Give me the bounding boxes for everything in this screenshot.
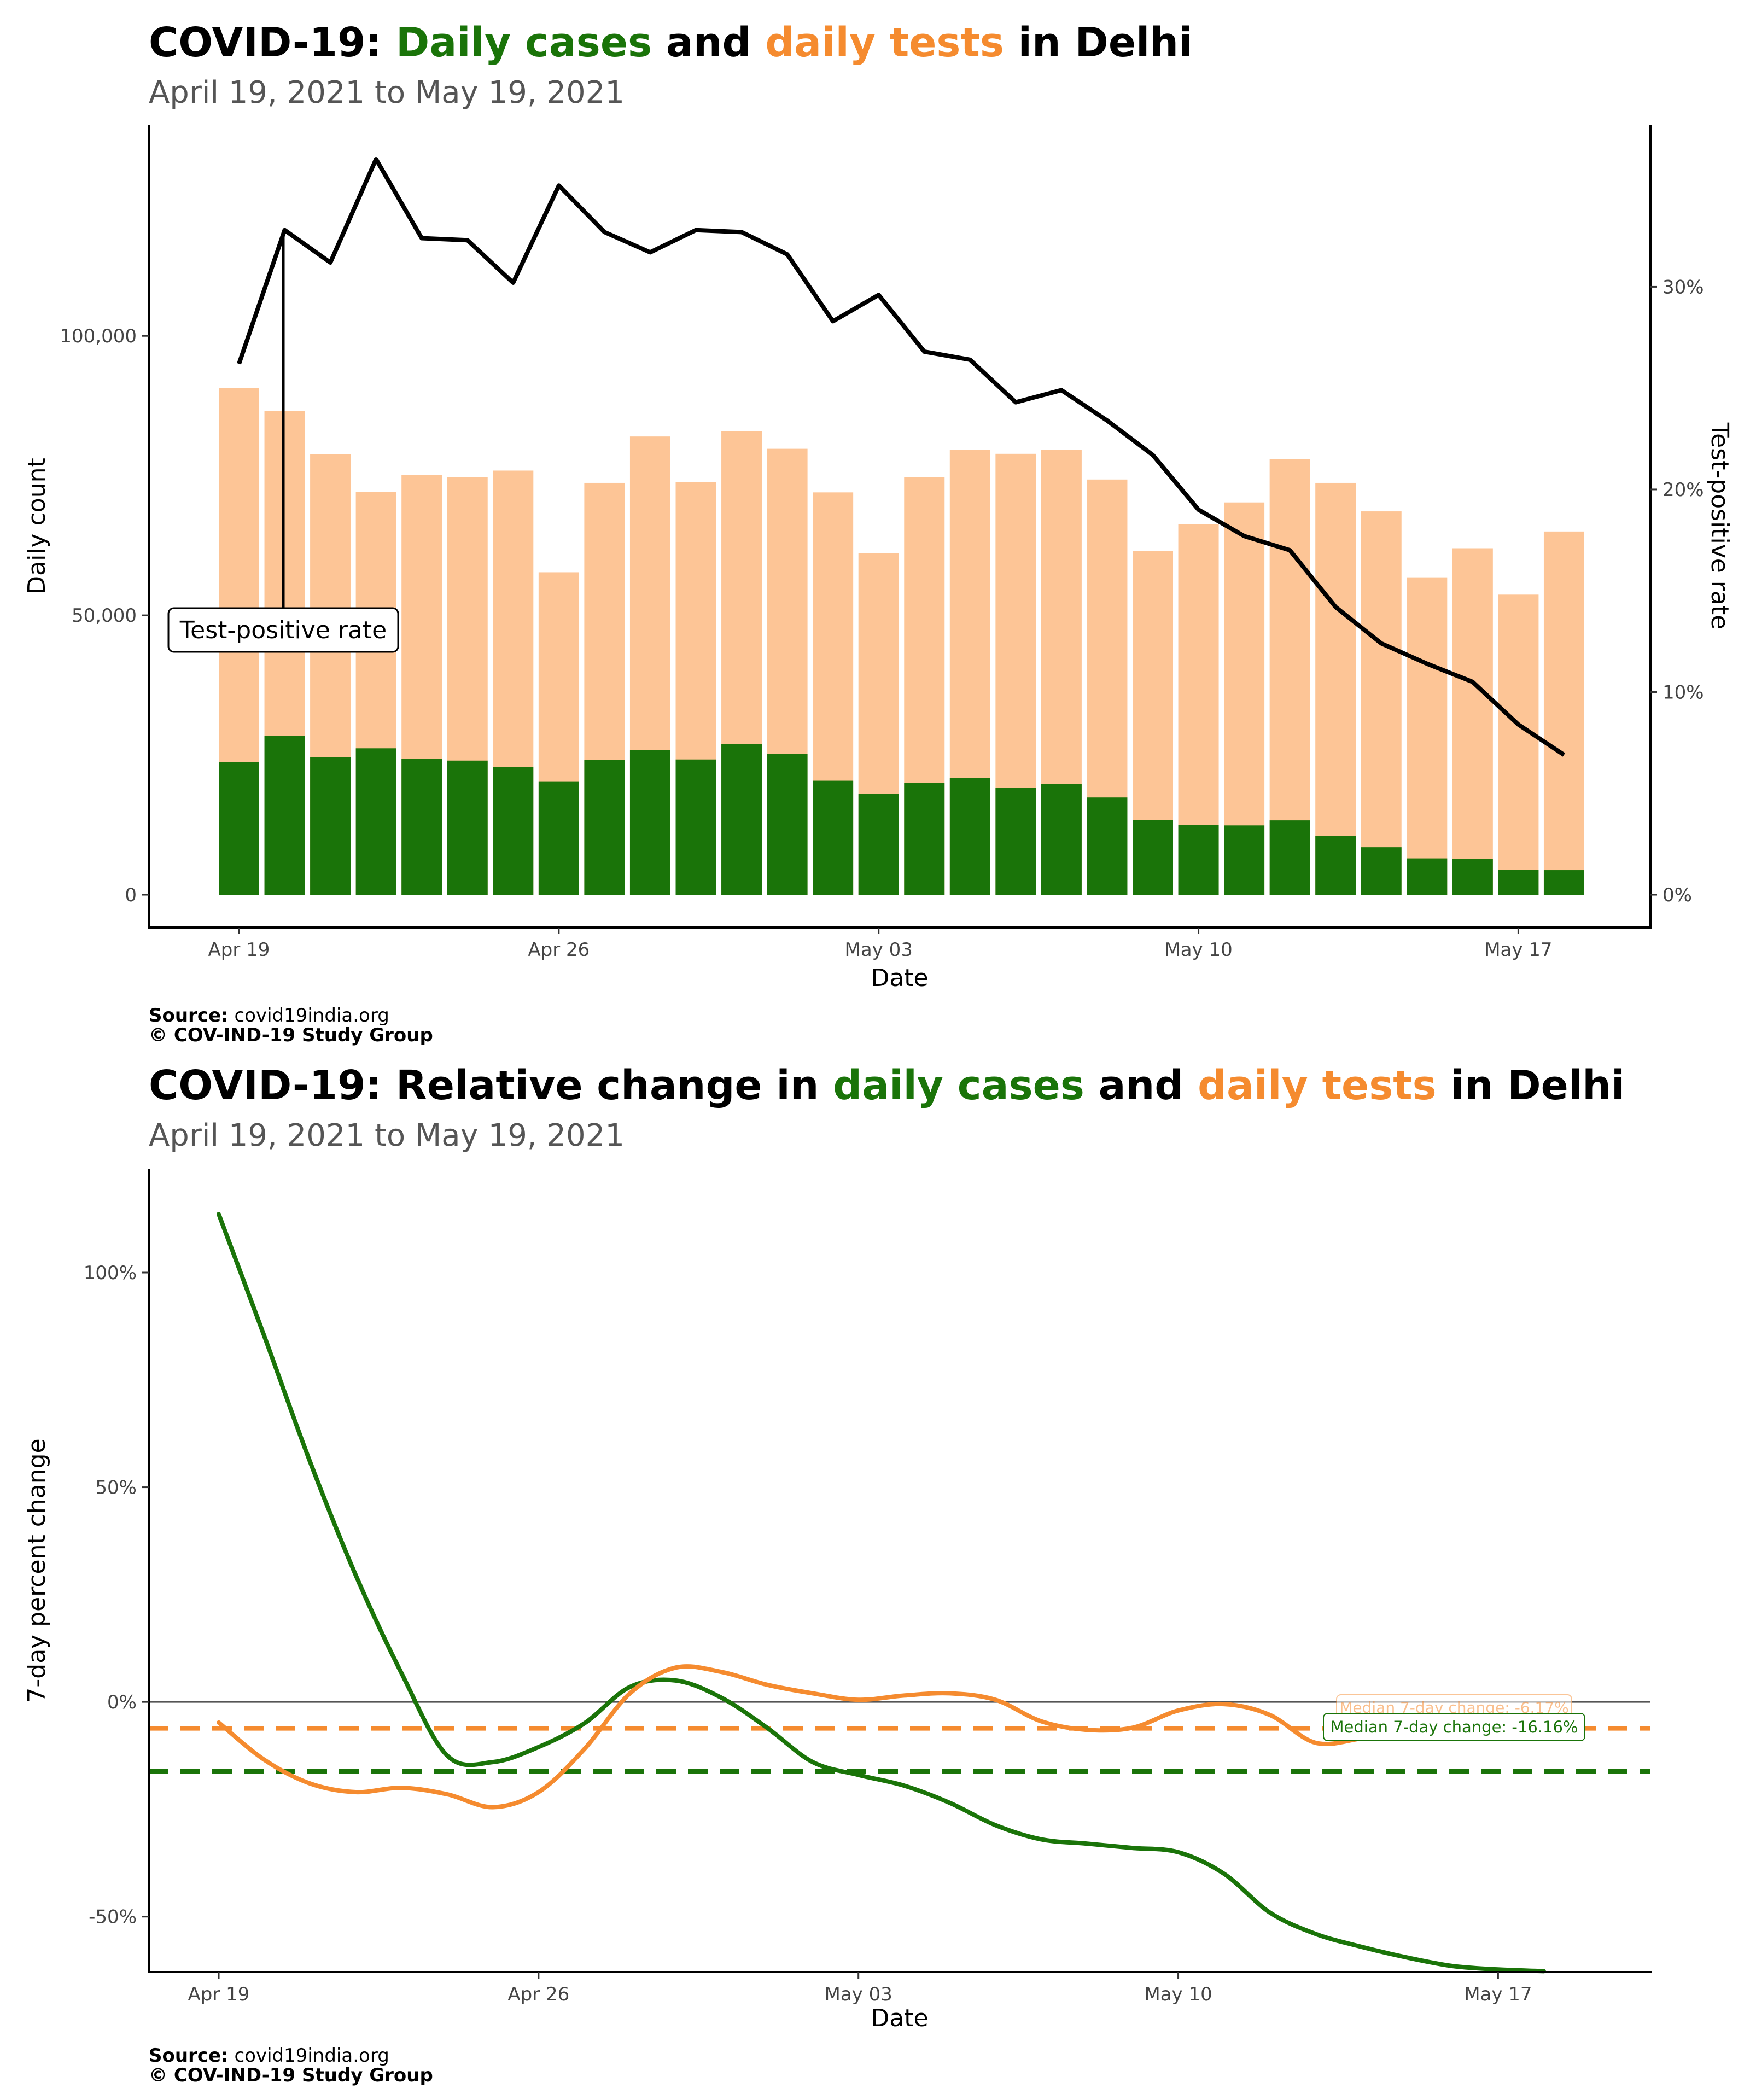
cases-bar	[219, 762, 259, 895]
chart2-line-layer	[217, 1212, 1546, 1974]
chart-2: COVID-19: Relative change in daily cases…	[23, 1062, 1652, 2086]
tests-bar	[1452, 548, 1493, 895]
tests-bar	[1407, 577, 1448, 895]
y2-tick-label: 20%	[1662, 479, 1704, 501]
chart1-title: COVID-19: Daily cases and daily tests in…	[149, 19, 1192, 66]
chart1-x-axis-title: Date	[871, 964, 928, 992]
cases-bar	[493, 767, 534, 895]
chart1-copyright: © COV-IND-19 Study Group	[149, 1024, 433, 1046]
y-tick-label: 50,000	[72, 605, 137, 627]
y-tick-label: 100,000	[60, 325, 137, 347]
chart2-title: COVID-19: Relative change in daily cases…	[149, 1062, 1625, 1109]
y-tick-label: 0%	[107, 1691, 137, 1713]
cases-bar	[1178, 825, 1219, 895]
chart1-y-axis-title: Daily count	[23, 458, 51, 594]
y2-tick-label: 0%	[1662, 884, 1692, 906]
tests-bar	[1315, 482, 1356, 895]
chart2-subtitle: April 19, 2021 to May 19, 2021	[149, 1118, 625, 1153]
cases-bar	[995, 788, 1036, 895]
cases-bar	[858, 794, 899, 895]
cases-bar	[1224, 825, 1265, 895]
chart2-cases-median-label-box	[1323, 1713, 1585, 1741]
cases-bar	[584, 760, 625, 895]
chart2-cases-median-label: Median 7-day change: -16.16%	[1331, 1718, 1578, 1736]
cases-bar	[721, 744, 762, 895]
cases-bar	[1452, 859, 1493, 895]
chart1-y2-ticks: 0% 10% 20% 30%	[1650, 276, 1704, 906]
x-tick-label: May 10	[1144, 1984, 1212, 2005]
cases-bar	[355, 748, 396, 895]
x-tick-label: Apr 26	[528, 939, 590, 961]
x-tick-label: May 10	[1164, 939, 1232, 961]
cases-bar	[310, 757, 351, 895]
x-tick-label: May 03	[825, 1984, 892, 2005]
cases-bar	[949, 778, 990, 895]
chart1-tpr-line-layer	[237, 157, 1566, 757]
cases-bar	[264, 736, 305, 895]
y-tick-label: 0	[125, 884, 137, 906]
y2-tick-label: 10%	[1662, 681, 1704, 703]
test-positive-rate-line	[237, 157, 1566, 757]
cases-bar	[1315, 836, 1356, 895]
x-tick-label: May 17	[1484, 939, 1552, 961]
cases-bar	[538, 781, 579, 895]
cases-bar	[1498, 870, 1539, 895]
cases-bar	[675, 759, 716, 895]
cases-bar	[1133, 820, 1173, 895]
chart2-source: Source: covid19india.org	[149, 2045, 389, 2067]
chart2-x-ticks: Apr 19 Apr 26 May 03 May 10 May 17	[188, 1972, 1532, 2005]
chart2-x-axis-title: Date	[871, 2004, 928, 2032]
y-tick-label: 100%	[84, 1262, 137, 1284]
chart2-y-axis-title: 7-day percent change	[23, 1438, 51, 1702]
cases-bar	[1361, 847, 1402, 895]
y-tick-label: -50%	[89, 1906, 137, 1928]
cases-bar	[1041, 784, 1082, 895]
cases-change-line	[217, 1212, 1546, 1974]
chart-1: COVID-19: Daily cases and daily tests in…	[23, 19, 1734, 1046]
chart1-annotation-label: Test-positive rate	[179, 616, 387, 644]
cases-bar	[767, 754, 808, 895]
cases-bar	[629, 750, 670, 895]
x-tick-label: Apr 26	[508, 1984, 569, 2005]
tests-bar	[1543, 531, 1584, 895]
chart1-bars	[219, 388, 1584, 895]
cases-bar	[401, 759, 442, 895]
cases-bar	[904, 783, 945, 895]
cases-bar	[447, 760, 488, 895]
y-tick-label: 50%	[95, 1477, 137, 1499]
chart1-subtitle: April 19, 2021 to May 19, 2021	[149, 75, 625, 110]
cases-bar	[1407, 858, 1448, 895]
chart2-copyright: © COV-IND-19 Study Group	[149, 2064, 433, 2086]
chart1-x-ticks: Apr 19 Apr 26 May 03 May 10 May 17	[208, 928, 1553, 961]
chart1-y2-axis-title: Test-positive rate	[1706, 422, 1734, 629]
cases-bar	[813, 780, 854, 895]
y2-tick-label: 30%	[1662, 276, 1704, 298]
x-tick-label: Apr 19	[208, 939, 270, 961]
chart1-source: Source: covid19india.org	[149, 1005, 389, 1026]
tests-bar	[1498, 594, 1539, 895]
chart2-y-ticks: -50% 0% 50% 100%	[84, 1262, 149, 1928]
chart1-y-ticks: 0 50,000 100,000	[60, 325, 149, 906]
chart1-annotation-box	[167, 607, 399, 653]
cases-bar	[1087, 797, 1128, 895]
x-tick-label: Apr 19	[188, 1984, 250, 2005]
x-tick-label: May 03	[845, 939, 913, 961]
tests-bar	[1361, 511, 1402, 895]
tests-change-line	[217, 1664, 1546, 1810]
x-tick-label: May 17	[1464, 1984, 1532, 2005]
cases-bar	[1269, 820, 1310, 895]
cases-bar	[1543, 870, 1584, 895]
